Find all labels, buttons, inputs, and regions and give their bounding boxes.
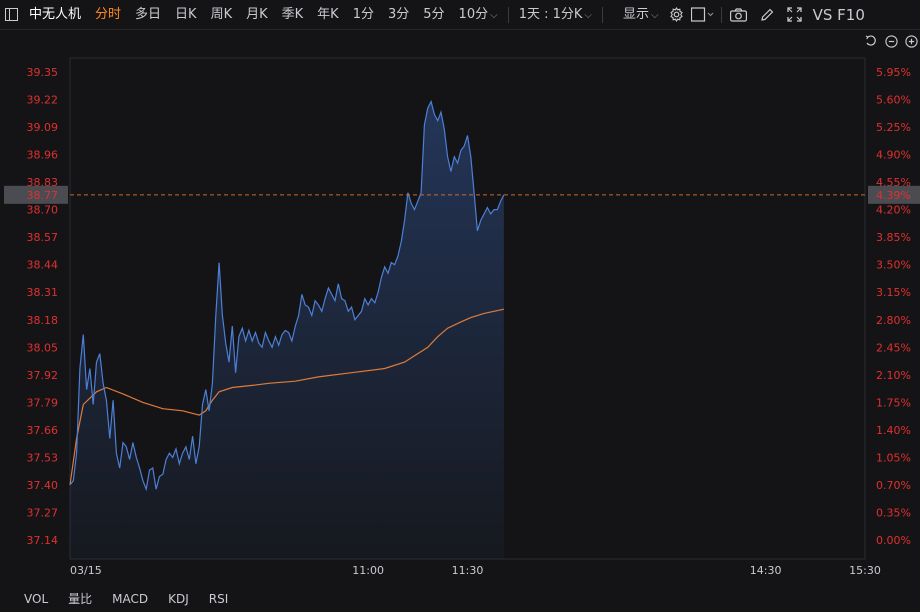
y-tick-right: 5.60% — [876, 94, 911, 107]
fullscreen-icon[interactable] — [781, 0, 809, 30]
y-tick-left: 38.44 — [27, 259, 59, 272]
y-tick-left: 37.53 — [27, 451, 59, 464]
display-menu[interactable]: 显示 ⌵ — [616, 0, 666, 30]
tab-daily-k[interactable]: 日K — [175, 6, 197, 22]
tab-fenshi[interactable]: 分时 — [95, 6, 122, 22]
display-menu-label: 显示 — [623, 6, 650, 22]
tab-monthly-k[interactable]: 月K — [246, 6, 268, 22]
current-pct-label: 4.39% — [876, 189, 911, 202]
y-tick-left: 39.09 — [27, 121, 59, 134]
y-tick-left: 37.66 — [27, 424, 59, 437]
tab-10min-label: 10分 — [458, 6, 489, 22]
y-tick-right: 0.70% — [876, 479, 911, 492]
camera-icon[interactable] — [725, 0, 753, 30]
tab-volume-ratio[interactable]: 量比 — [68, 592, 93, 606]
vs-f10-button[interactable]: VS F10 — [812, 5, 865, 24]
y-tick-right: 1.05% — [876, 451, 911, 464]
current-price-label: 38.77 — [27, 189, 59, 202]
x-tick-label: 15:30 — [849, 564, 881, 577]
zoom-out-icon[interactable] — [882, 31, 900, 51]
current-pct-tag-bg — [868, 185, 920, 204]
chevron-down-icon: ⌵ — [651, 9, 659, 21]
y-tick-right: 3.85% — [876, 231, 911, 244]
tab-quarterly-k[interactable]: 季K — [281, 6, 304, 22]
tab-10min[interactable]: 10分 ⌵ — [452, 0, 505, 30]
sidebar-toggle-icon[interactable] — [0, 0, 22, 30]
range-select-label: 1天 : 1分K — [518, 6, 583, 22]
chart-subtools — [862, 31, 920, 51]
range-select[interactable]: 1天 : 1分K ⌵ — [512, 0, 599, 30]
undo-icon[interactable] — [862, 31, 880, 51]
pencil-draw-icon[interactable] — [753, 0, 781, 30]
y-tick-left: 38.05 — [27, 341, 59, 354]
y-tick-left: 37.79 — [27, 396, 59, 409]
y-tick-right: 0.35% — [876, 506, 911, 519]
x-tick-label: 14:30 — [750, 564, 782, 577]
y-tick-left: 37.27 — [27, 506, 59, 519]
tab-3min[interactable]: 3分 — [387, 6, 410, 22]
tab-vol[interactable]: VOL — [24, 592, 49, 606]
x-tick-label: 03/15 — [70, 564, 102, 577]
y-tick-left: 38.96 — [27, 149, 59, 162]
y-tick-right: 4.90% — [876, 149, 911, 162]
current-price-tag-bg — [4, 185, 68, 204]
chart-toolbar: 中无人机 分时 多日 日K 周K 月K 季K 年K 1分 3分 5分 10分 ⌵ … — [0, 0, 920, 30]
y-tick-right: 0.00% — [876, 534, 911, 547]
y-tick-left: 37.92 — [27, 369, 59, 382]
y-axis-right: 5.95%5.60%5.25%4.90%4.55%4.20%3.85%3.50%… — [876, 66, 911, 547]
chevron-down-icon: ⌵ — [490, 9, 498, 21]
tab-yearly-k[interactable]: 年K — [317, 6, 339, 22]
y-tick-left: 38.18 — [27, 314, 59, 327]
average-price-line — [69, 308, 505, 485]
indicator-tabs: VOL 量比 MACD KDJ RSI — [0, 586, 238, 612]
y-tick-right: 4.20% — [876, 204, 911, 217]
price-area — [70, 101, 504, 559]
settings-gear-icon[interactable] — [666, 0, 688, 30]
x-tick-label: 11:00 — [352, 564, 384, 577]
y-tick-right: 2.80% — [876, 314, 911, 327]
y-tick-left: 38.31 — [27, 286, 59, 299]
tab-macd[interactable]: MACD — [112, 592, 149, 606]
y-tick-right: 3.15% — [876, 286, 911, 299]
current-price-reference: 38.77 4.39% — [4, 185, 920, 204]
x-axis: 03/15 11:00 11:30 14:30 15:30 — [70, 564, 881, 577]
y-tick-right: 1.75% — [876, 396, 911, 409]
y-tick-right: 2.45% — [876, 341, 911, 354]
y-tick-right: 5.25% — [876, 121, 911, 134]
x-tick-label: 11:30 — [452, 564, 484, 577]
tab-5min[interactable]: 5分 — [423, 6, 445, 22]
y-tick-left: 37.14 — [27, 534, 59, 547]
layout-square-icon[interactable] — [688, 0, 718, 30]
y-tick-right: 2.10% — [876, 369, 911, 382]
y-tick-left: 39.22 — [27, 94, 59, 107]
divider — [720, 6, 722, 23]
y-tick-left: 38.57 — [27, 231, 59, 244]
divider — [507, 6, 509, 23]
price-line — [69, 99, 505, 492]
stock-name[interactable]: 中无人机 — [29, 6, 82, 22]
y-tick-left: 39.35 — [27, 66, 59, 79]
y-axis-left: 39.3539.2239.0938.9638.8338.7038.5738.44… — [27, 66, 59, 547]
divider — [602, 6, 603, 23]
y-tick-left: 38.70 — [27, 204, 59, 217]
y-tick-right: 1.40% — [876, 424, 911, 437]
tab-rsi[interactable]: RSI — [208, 592, 229, 606]
y-tick-left: 37.40 — [27, 479, 59, 492]
y-tick-right: 3.50% — [876, 259, 911, 272]
zoom-in-icon[interactable] — [902, 31, 920, 51]
tab-weekly-k[interactable]: 周K — [210, 6, 233, 22]
tab-1min[interactable]: 1分 — [352, 6, 374, 22]
tab-kdj[interactable]: KDJ — [168, 592, 189, 606]
y-tick-right: 5.95% — [876, 66, 911, 79]
chevron-down-icon: ⌵ — [584, 9, 592, 21]
tab-multi-day[interactable]: 多日 — [135, 6, 162, 22]
